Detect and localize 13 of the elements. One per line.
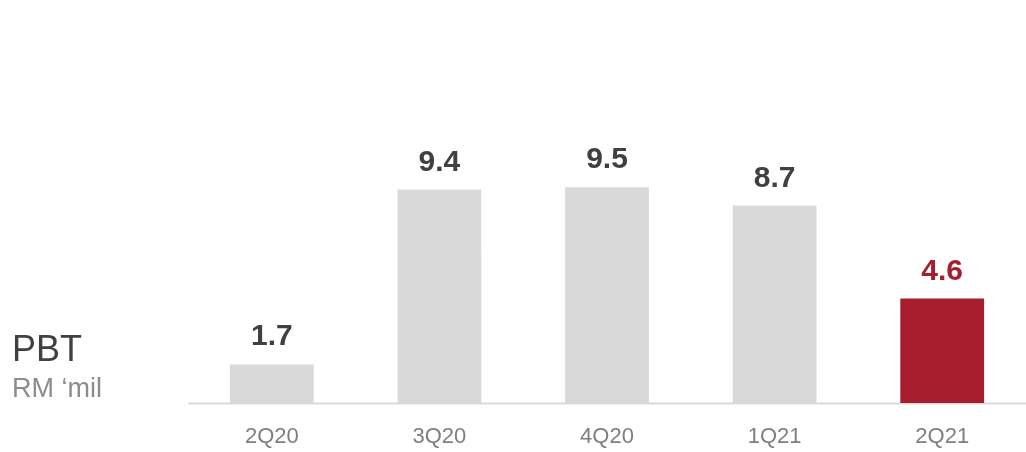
bar — [900, 298, 985, 403]
data-label: 8.7 — [753, 159, 796, 193]
data-label: 9.4 — [418, 143, 461, 177]
x-tick-label: 1Q21 — [747, 422, 802, 448]
data-label: 4.6 — [921, 252, 964, 286]
text: PBT — [12, 328, 83, 369]
x-tick-label: 2Q21 — [915, 422, 970, 448]
x-tick-label: 3Q20 — [412, 422, 467, 448]
text: RM ‘mil — [12, 373, 102, 403]
data-label: 1.7 — [250, 318, 293, 352]
data-label: 9.5 — [586, 141, 628, 175]
x-tick-label: 4Q20 — [580, 422, 634, 448]
x-tick-label: 2Q20 — [244, 422, 299, 448]
